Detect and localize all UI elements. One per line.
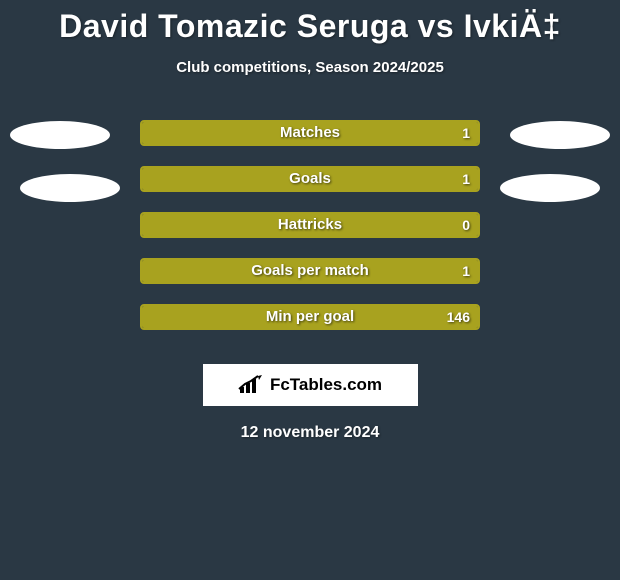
player-right-photo-placeholder-1 (510, 121, 610, 149)
stat-row-goals: Goals 1 (140, 166, 480, 192)
stat-row-min-per-goal: Min per goal 146 (140, 304, 480, 330)
stat-label: Goals (142, 168, 478, 190)
stat-value: 146 (447, 306, 470, 328)
comparison-area: Matches 1 Goals 1 Hattricks 0 Goals per … (0, 106, 620, 356)
stat-label: Goals per match (142, 260, 478, 282)
player-right-photo-placeholder-2 (500, 174, 600, 202)
stat-bars: Matches 1 Goals 1 Hattricks 0 Goals per … (140, 120, 480, 350)
source-logo-text: FcTables.com (270, 375, 382, 395)
stat-label: Min per goal (142, 306, 478, 328)
stat-value: 1 (462, 260, 470, 282)
source-logo: FcTables.com (203, 364, 418, 406)
footer-date: 12 november 2024 (0, 424, 620, 442)
stat-value: 1 (462, 168, 470, 190)
stat-label: Matches (142, 122, 478, 144)
stat-value: 0 (462, 214, 470, 236)
player-left-photo-placeholder-1 (10, 121, 110, 149)
stat-row-goals-per-match: Goals per match 1 (140, 258, 480, 284)
page-subtitle: Club competitions, Season 2024/2025 (0, 59, 620, 76)
bar-chart-icon (238, 375, 264, 395)
page-title: David Tomazic Seruga vs IvkiÄ‡ (0, 0, 620, 45)
stat-row-matches: Matches 1 (140, 120, 480, 146)
stat-value: 1 (462, 122, 470, 144)
stat-row-hattricks: Hattricks 0 (140, 212, 480, 238)
stat-label: Hattricks (142, 214, 478, 236)
player-left-photo-placeholder-2 (20, 174, 120, 202)
